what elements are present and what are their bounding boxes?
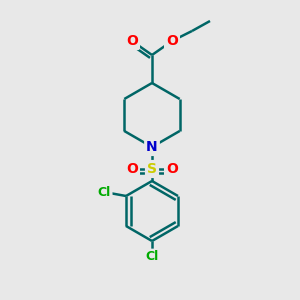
Text: O: O — [126, 34, 138, 48]
Text: O: O — [166, 34, 178, 48]
Text: S: S — [147, 162, 157, 176]
Text: O: O — [166, 162, 178, 176]
Text: Cl: Cl — [146, 250, 159, 263]
Text: N: N — [146, 140, 158, 154]
Text: O: O — [126, 162, 138, 176]
Text: Cl: Cl — [98, 185, 111, 199]
